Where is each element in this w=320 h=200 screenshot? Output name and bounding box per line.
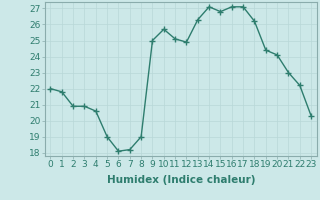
X-axis label: Humidex (Indice chaleur): Humidex (Indice chaleur) — [107, 175, 255, 185]
